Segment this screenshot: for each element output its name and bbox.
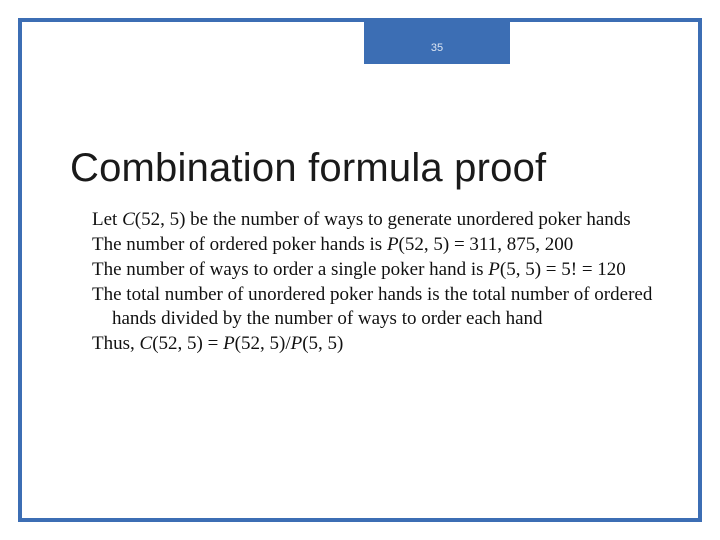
text: The number of ways to order a single pok… — [92, 259, 488, 280]
paragraph-5: Thus, C(52, 5) = P(52, 5)/P(5, 5) — [92, 332, 662, 356]
slide-body: Let C(52, 5) be the number of ways to ge… — [92, 208, 662, 357]
text: (52, 5) be the number of ways to generat… — [135, 209, 631, 230]
paragraph-4: The total number of unordered poker hand… — [92, 283, 662, 331]
text: The number of ordered poker hands is — [92, 234, 387, 255]
page-number-tab: 35 — [364, 18, 510, 64]
var-p: P — [387, 234, 399, 255]
paragraph-1: Let C(52, 5) be the number of ways to ge… — [92, 208, 662, 232]
text: Thus, — [92, 333, 140, 354]
text: (52, 5)/ — [235, 333, 291, 354]
paragraph-3: The number of ways to order a single pok… — [92, 258, 662, 282]
var-p: P — [223, 333, 235, 354]
paragraph-2: The number of ordered poker hands is P(5… — [92, 233, 662, 257]
text: Let — [92, 209, 122, 230]
var-c: C — [122, 209, 135, 230]
slide-title: Combination formula proof — [70, 146, 546, 191]
var-p: P — [488, 259, 500, 280]
text: (52, 5) = 311, 875, 200 — [399, 234, 574, 255]
slide-frame: 35 Combination formula proof Let C(52, 5… — [18, 18, 702, 522]
var-p: P — [291, 333, 303, 354]
text: (5, 5) — [302, 333, 343, 354]
page-number: 35 — [431, 42, 443, 54]
text: (52, 5) = — [152, 333, 223, 354]
var-c: C — [140, 333, 153, 354]
text: (5, 5) = 5! = 120 — [500, 259, 626, 280]
